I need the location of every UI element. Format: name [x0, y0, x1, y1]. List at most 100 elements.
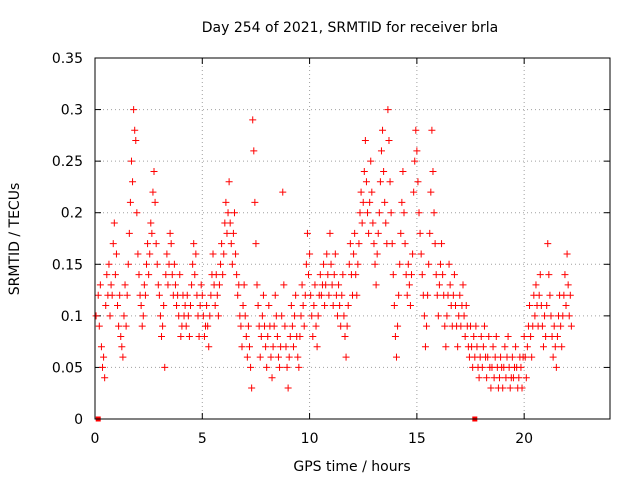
- data-point: [543, 302, 551, 310]
- data-point: [387, 209, 395, 217]
- data-point: [392, 353, 400, 361]
- data-point: [439, 271, 447, 279]
- data-point: [394, 322, 402, 330]
- data-point: [285, 353, 293, 361]
- data-point: [358, 219, 366, 227]
- data-point: [197, 281, 205, 289]
- data-point: [127, 157, 135, 165]
- data-point: [207, 291, 215, 299]
- data-point: [258, 312, 266, 320]
- data-point: [386, 178, 394, 186]
- data-point: [538, 322, 546, 330]
- data-point: [289, 343, 297, 351]
- data-point: [292, 291, 300, 299]
- data-point: [388, 240, 396, 248]
- data-point: [186, 302, 194, 310]
- data-point: [480, 322, 488, 330]
- data-point: [321, 302, 329, 310]
- data-point: [147, 219, 155, 227]
- data-point: [148, 229, 156, 237]
- data-point: [443, 312, 451, 320]
- data-point: [330, 271, 338, 279]
- data-point: [265, 302, 273, 310]
- data-point: [367, 157, 375, 165]
- data-point: [420, 312, 428, 320]
- data-point: [406, 302, 414, 310]
- data-point: [547, 312, 555, 320]
- data-point: [243, 353, 251, 361]
- data-point: [269, 343, 277, 351]
- data-point: [508, 353, 516, 361]
- data-point: [253, 281, 261, 289]
- data-point: [242, 332, 250, 340]
- data-point: [307, 291, 315, 299]
- y-tick-label: 0.1: [61, 309, 83, 325]
- data-point: [188, 281, 196, 289]
- data-point: [462, 302, 470, 310]
- data-point: [372, 281, 380, 289]
- data-point: [326, 229, 334, 237]
- data-point: [492, 332, 500, 340]
- data-point: [456, 291, 464, 299]
- data-point: [256, 353, 264, 361]
- data-point: [247, 363, 255, 371]
- data-point: [427, 188, 435, 196]
- data-point: [227, 240, 235, 248]
- data-point: [430, 209, 438, 217]
- data-point: [423, 322, 431, 330]
- data-point: [125, 229, 133, 237]
- data-point: [418, 271, 426, 279]
- data-point: [123, 291, 131, 299]
- data-point: [139, 312, 147, 320]
- data-point: [561, 271, 569, 279]
- data-point: [126, 198, 134, 206]
- data-point: [353, 291, 361, 299]
- axis-tick-labels: 0 0.05 0.1 0.15 0.2 0.25 0.3 0.35 0 5 10 15 20: [52, 51, 533, 447]
- data-point: [257, 332, 265, 340]
- data-point: [322, 281, 330, 289]
- data-point: [251, 198, 259, 206]
- data-point: [403, 291, 411, 299]
- data-point: [298, 281, 306, 289]
- data-point: [563, 250, 571, 258]
- axis-ticks: [94, 57, 610, 420]
- data-point: [405, 281, 413, 289]
- data-point: [119, 353, 127, 361]
- data-point: [506, 384, 514, 392]
- data-point: [333, 312, 341, 320]
- data-point: [479, 343, 487, 351]
- data-point: [337, 322, 345, 330]
- data-point: [167, 240, 175, 248]
- data-point: [320, 260, 328, 268]
- data-point: [209, 250, 217, 258]
- data-point: [305, 271, 313, 279]
- data-point: [131, 126, 139, 134]
- data-point: [365, 229, 373, 237]
- data-point: [331, 250, 339, 258]
- data-point: [160, 302, 168, 310]
- data-point: [545, 271, 553, 279]
- data-point: [281, 322, 289, 330]
- data-point: [325, 291, 333, 299]
- data-point: [344, 302, 352, 310]
- data-point: [408, 271, 416, 279]
- data-point: [550, 322, 558, 330]
- data-point: [369, 219, 377, 227]
- data-point: [396, 260, 404, 268]
- data-point: [551, 343, 559, 351]
- data-point: [254, 302, 262, 310]
- data-point: [366, 198, 374, 206]
- data-point: [517, 363, 525, 371]
- data-point: [532, 281, 540, 289]
- data-point: [329, 302, 337, 310]
- data-point: [94, 291, 102, 299]
- data-point: [112, 250, 120, 258]
- data-point: [354, 260, 362, 268]
- data-point: [164, 281, 172, 289]
- data-point: [279, 188, 287, 196]
- data-point: [549, 353, 557, 361]
- data-point: [552, 363, 560, 371]
- data-point: [310, 302, 318, 310]
- data-point: [380, 167, 388, 175]
- data-point: [223, 229, 231, 237]
